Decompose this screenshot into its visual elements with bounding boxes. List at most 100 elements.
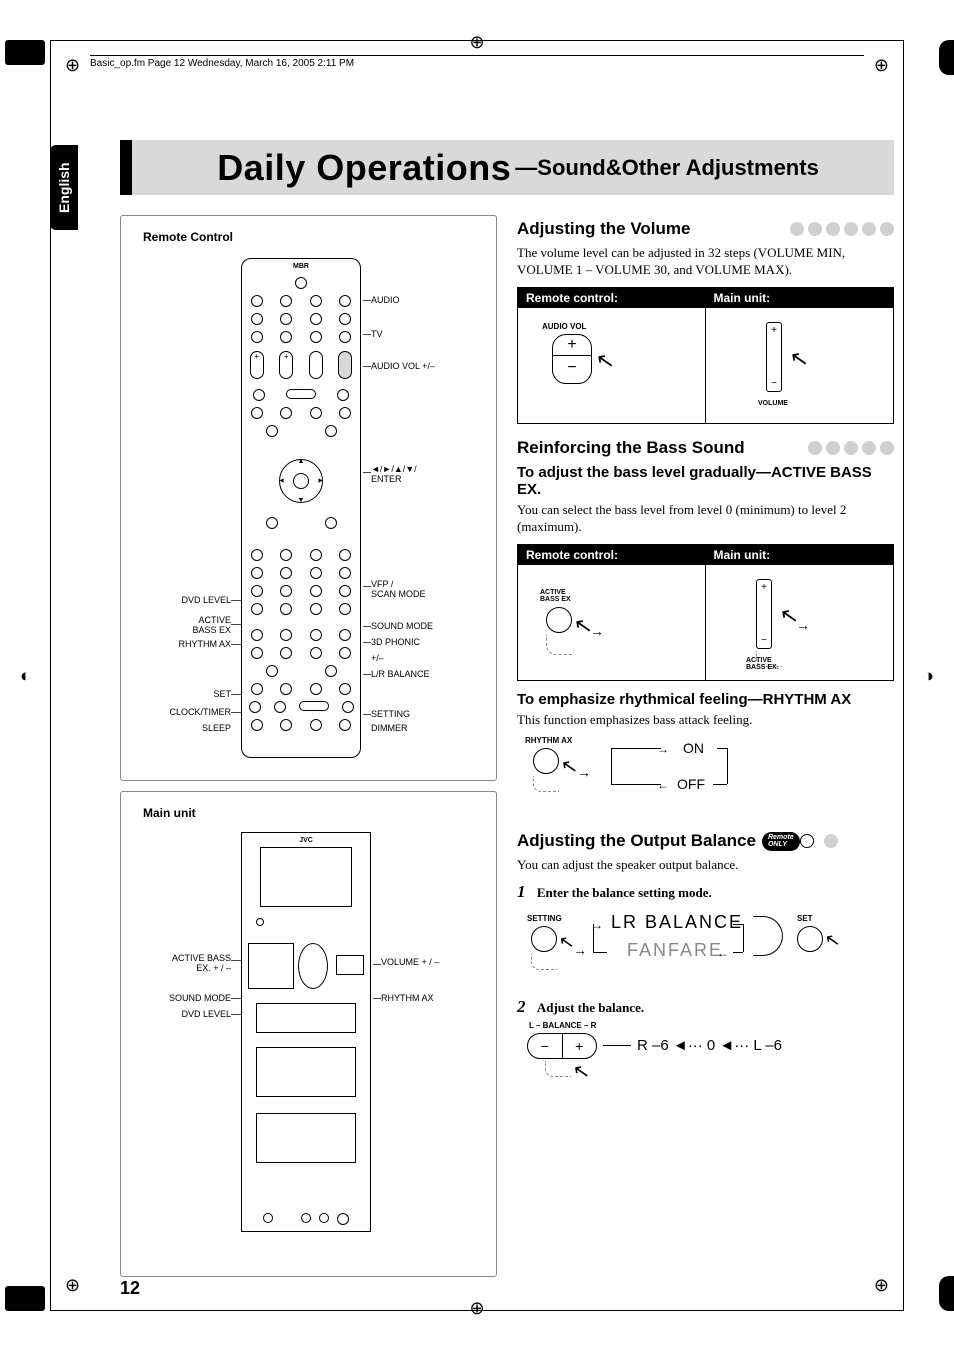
- bass-main-cell: + − ↖ → ACTIVE BASS EX.: [706, 565, 893, 680]
- bass-remote-cell: ACTIVE BASS EX ↖ →: [518, 565, 706, 680]
- decor-dots: [790, 222, 894, 236]
- audiovol-label: AUDIO VOL: [542, 322, 586, 331]
- callout: RHYTHM AX: [131, 640, 231, 650]
- title-separator: —: [515, 155, 537, 180]
- balance-adjust-flow: L – BALANCE – R − + ↖ R –6 ◄··· 0 ◄··· L…: [517, 1021, 894, 1106]
- section-balance-title: Adjusting the Output Balance: [517, 831, 756, 851]
- callout: VFP / SCAN MODE: [371, 580, 426, 600]
- crop-mark: ◐: [20, 665, 31, 686]
- balance-body: You can adjust the speaker output balanc…: [517, 857, 894, 874]
- step2-num: 2: [517, 997, 526, 1016]
- title-sub: —Sound&Other Adjustments: [515, 155, 819, 181]
- off-label: OFF: [677, 776, 705, 792]
- callout: SOUND MODE: [131, 994, 231, 1004]
- vol-remote-cell: AUDIO VOL + − ↖: [518, 308, 706, 423]
- left-column: Remote Control MBR + +: [120, 215, 497, 1281]
- callout: L/R BALANCE: [371, 670, 430, 680]
- title-subtitle: Sound&Other Adjustments: [537, 155, 819, 180]
- table-head-main: Main unit:: [706, 288, 894, 308]
- content-columns: Remote Control MBR + +: [120, 215, 894, 1281]
- press-icon: ↖: [594, 346, 617, 375]
- remote-brand: MBR: [242, 263, 360, 270]
- active-bass-main-label: ACTIVE BASS EX.: [746, 657, 779, 671]
- print-edge: [939, 40, 954, 75]
- rhythmax-label: RHYTHM AX: [525, 736, 572, 745]
- bass-subhead1: To adjust the bass level gradually—ACTIV…: [517, 464, 894, 498]
- callout: TV: [371, 330, 383, 340]
- step-1: 1 Enter the balance setting mode.: [517, 882, 894, 902]
- decor-dots: [808, 441, 894, 455]
- section-volume-title: Adjusting the Volume: [517, 219, 690, 239]
- setting-label: SETTING: [527, 914, 562, 923]
- remote-body: MBR + + ▲ ▼: [241, 258, 361, 758]
- unit-brand: JVC: [242, 837, 370, 844]
- volume-table: Remote control: Main unit: AUDIO VOL + −…: [517, 287, 894, 424]
- page-number: 12: [120, 1278, 140, 1299]
- step-2: 2 Adjust the balance.: [517, 997, 894, 1017]
- section-volume-head: Adjusting the Volume: [517, 219, 894, 239]
- step2-text: Adjust the balance.: [537, 1000, 644, 1015]
- callout: DVD LEVEL: [131, 1010, 231, 1020]
- callout: +/–: [371, 654, 384, 664]
- mainunit-figure: JVC: [131, 826, 486, 1266]
- table-head-remote: Remote control:: [518, 288, 706, 308]
- rhythm-flow: RHYTHM AX ↖ → → ON OFF ←: [517, 736, 894, 821]
- table-head-main: Main unit:: [706, 545, 894, 565]
- print-edge: [939, 1276, 954, 1311]
- callout: 3D PHONIC: [371, 638, 420, 648]
- callout: CLOCK/TIMER: [131, 708, 231, 718]
- balance-mode-flow: SETTING ↖ → → LR BALANCE FANFARE ← SET ↖: [517, 906, 894, 991]
- section-bass-head: Reinforcing the Bass Sound: [517, 438, 894, 458]
- decor-dots: [824, 834, 838, 848]
- bass-subhead2: To emphasize rhythmical feeling—RHYTHM A…: [517, 691, 894, 708]
- callout: AUDIO: [371, 296, 400, 306]
- title-main: Daily Operations: [217, 147, 511, 189]
- section-bass-title: Reinforcing the Bass Sound: [517, 438, 745, 458]
- callout: DVD LEVEL: [131, 596, 231, 606]
- bass-body2: This function emphasizes bass attack fee…: [517, 712, 894, 729]
- crop-mark: ◑: [923, 665, 934, 686]
- print-edge: [5, 1286, 45, 1311]
- step1-num: 1: [517, 882, 526, 901]
- press-icon: ↖: [823, 929, 842, 952]
- remote-nav-pad: ▲ ▼ ◄ ►: [279, 459, 323, 503]
- language-tab: English: [50, 145, 78, 230]
- mainunit-label: Main unit: [143, 806, 486, 820]
- file-header: Basic_op.fm Page 12 Wednesday, March 16,…: [90, 55, 864, 69]
- remote-only-badge: Remote ONLY: [762, 832, 800, 851]
- active-bass-label: ACTIVE BASS EX: [540, 589, 571, 603]
- callout: ACTIVE BASS EX. + / –: [131, 954, 231, 974]
- remote-panel: Remote Control MBR + +: [120, 215, 497, 781]
- callout: SET: [131, 690, 231, 700]
- balance-slider-label: L – BALANCE – R: [529, 1021, 596, 1030]
- callout: ◄/►/▲/▼/ ENTER: [371, 465, 417, 485]
- callout: SOUND MODE: [371, 622, 433, 632]
- print-edge: [5, 40, 45, 65]
- callout: AUDIO VOL +/–: [371, 362, 435, 372]
- section-volume-body: The volume level can be adjusted in 32 s…: [517, 245, 894, 279]
- mainunit-panel: Main unit JVC: [120, 791, 497, 1277]
- set-label: SET: [797, 914, 813, 923]
- section-balance-head: Adjusting the Output Balance Remote ONLY: [517, 831, 894, 851]
- page-title-band: Daily Operations —Sound&Other Adjustment…: [120, 140, 894, 195]
- fanfare-label: FANFARE: [627, 940, 723, 961]
- callout: VOLUME + / –: [381, 958, 439, 968]
- remote-figure: MBR + + ▲ ▼: [131, 250, 486, 770]
- right-column: Adjusting the Volume The volume level ca…: [517, 215, 894, 1281]
- on-label: ON: [683, 740, 704, 756]
- bass-table: Remote control: Main unit: ACTIVE BASS E…: [517, 544, 894, 681]
- bass-body1: You can select the bass level from level…: [517, 502, 894, 536]
- lr-balance-label: LR BALANCE: [611, 912, 743, 933]
- step1-text: Enter the balance setting mode.: [537, 885, 712, 900]
- callout: SETTING: [371, 710, 410, 720]
- volume-label: VOLUME: [758, 400, 788, 407]
- table-head-remote: Remote control:: [518, 545, 706, 565]
- unit-body: JVC: [241, 832, 371, 1232]
- vol-main-cell: + − ↖ VOLUME: [706, 308, 893, 423]
- callout: DIMMER: [371, 724, 408, 734]
- callout: RHYTHM AX: [381, 994, 434, 1004]
- callout: SLEEP: [131, 724, 231, 734]
- press-icon: ↖: [571, 1058, 592, 1086]
- remote-label: Remote Control: [143, 230, 486, 244]
- press-icon: ↖: [788, 344, 811, 373]
